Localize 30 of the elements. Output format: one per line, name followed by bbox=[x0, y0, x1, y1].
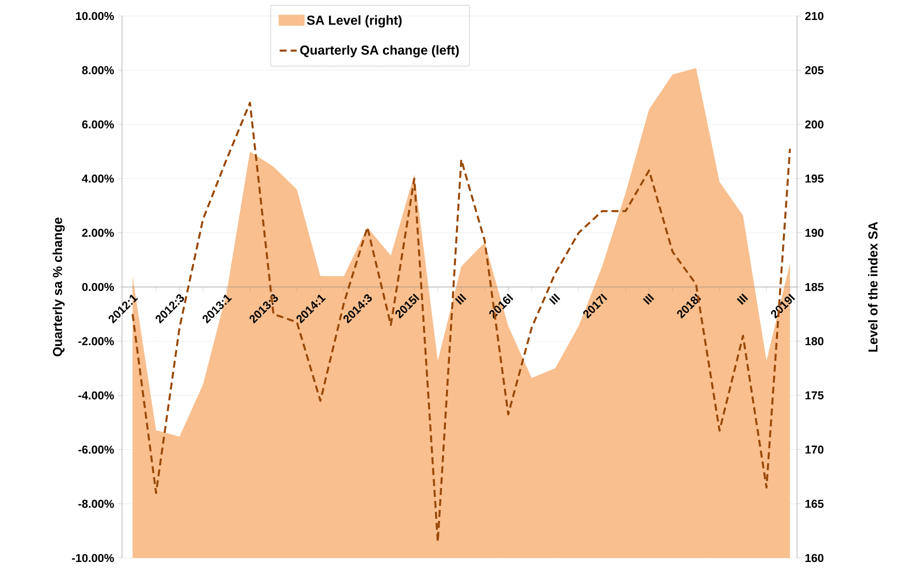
y-tick-label: 0.00% bbox=[82, 282, 114, 292]
y-tick-label: 10.00% bbox=[76, 12, 114, 20]
x-tick-label: III bbox=[642, 293, 654, 305]
y2-tick-label: 200 bbox=[805, 120, 824, 128]
y2-tick-label: 165 bbox=[806, 500, 824, 508]
y-tick-label: -8.00% bbox=[78, 500, 114, 508]
legend-label: Quarterly SA change (left) bbox=[300, 45, 459, 58]
y2-tick-label: 210 bbox=[805, 12, 824, 20]
legend-label: SA Level (right) bbox=[306, 15, 402, 28]
y2-tick-label: 195 bbox=[806, 174, 824, 183]
y-tick-label: -10.00% bbox=[72, 554, 114, 562]
y2-tick-label: 170 bbox=[806, 446, 824, 454]
y-tick-label: -2.00% bbox=[78, 337, 114, 346]
y-tick-label: -4.00% bbox=[78, 391, 114, 400]
y2-tick-label: 160 bbox=[806, 554, 824, 562]
x-tick-label: III bbox=[455, 293, 466, 305]
y2-tick-label: 205 bbox=[805, 66, 824, 74]
y-tick-label: 8.00% bbox=[82, 66, 114, 74]
y2-tick-label: 185 bbox=[806, 282, 824, 292]
y-axis-title: Quarterly sa % change bbox=[52, 218, 65, 356]
y-tick-label: 6.00% bbox=[82, 120, 114, 128]
y2-tick-label: 175 bbox=[806, 391, 824, 400]
y2-tick-label: 190 bbox=[806, 228, 824, 237]
y-tick-label: 2.00% bbox=[82, 228, 114, 237]
x-tick-label: III bbox=[736, 293, 748, 305]
y2-axis-title: Level of the index SA bbox=[868, 222, 878, 352]
y2-tick-label: 180 bbox=[806, 337, 824, 346]
y-tick-label: 4.00% bbox=[82, 174, 114, 183]
y-tick-label: -6.00% bbox=[78, 446, 114, 454]
x-tick-label: III bbox=[548, 293, 560, 305]
